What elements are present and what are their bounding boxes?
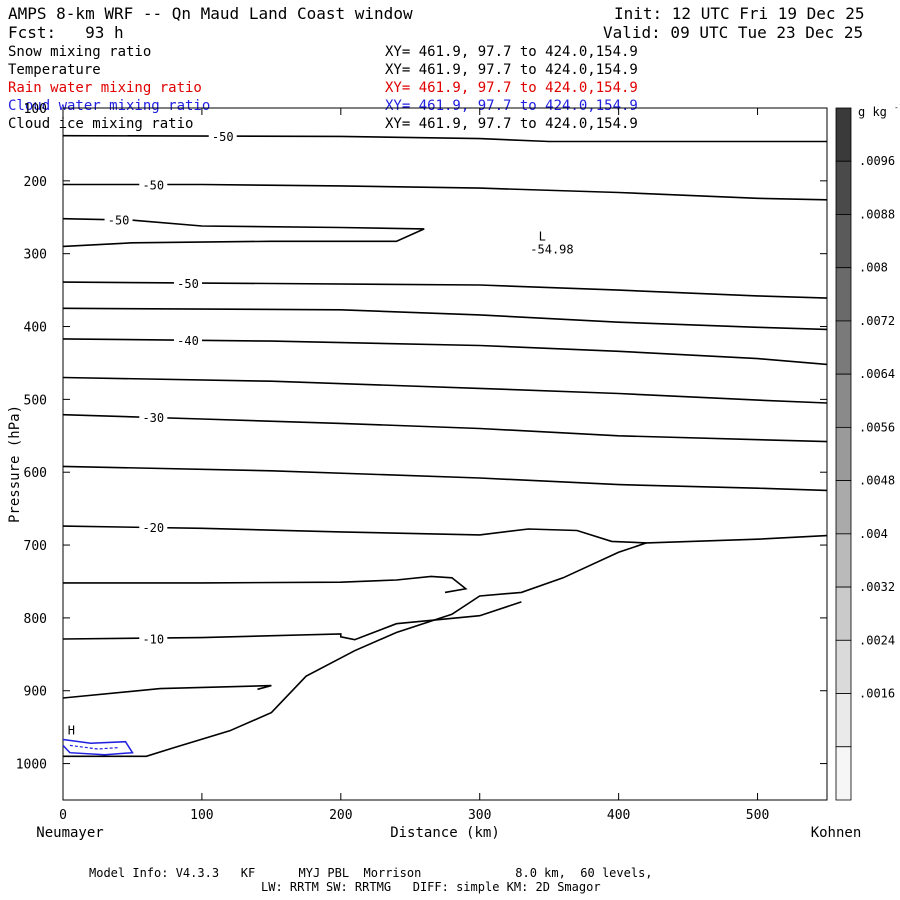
field-xy: XY= 461.9, 97.7 to 424.0,154.9 <box>385 62 638 78</box>
isotherm-label-bg <box>174 333 203 348</box>
isotherm-label: -10 <box>142 632 164 646</box>
isotherm-label: -40 <box>177 334 199 348</box>
valid-time: Valid: 09 UTC Tue 23 Dec 25 <box>603 23 864 42</box>
isotherm-line <box>62 601 522 641</box>
y-tick-label: 700 <box>24 539 47 554</box>
isotherm-line <box>63 183 828 201</box>
colorbar-label: .0016 <box>859 687 895 701</box>
colorbar-swatch <box>835 320 852 375</box>
colorbar-label: .0048 <box>859 474 895 488</box>
isotherm-line <box>62 281 828 299</box>
isotherm-label-bg <box>208 129 237 144</box>
field-name: Rain water mixing ratio <box>8 80 202 96</box>
y-tick-label: 1000 <box>16 758 47 773</box>
colorbar-label: .0056 <box>859 420 895 434</box>
field-xy: XY= 461.9, 97.7 to 424.0,154.9 <box>385 80 638 96</box>
colorbar-unit-exp: -1 <box>894 103 900 112</box>
colorbar-label: .0032 <box>859 580 895 594</box>
isotherm-label: -50 <box>108 213 130 227</box>
x-tick-label: 200 <box>329 808 352 823</box>
x-tick-label: 0 <box>59 808 67 823</box>
isotherm-label-bg <box>104 212 133 227</box>
field-name: Snow mixing ratio <box>8 44 152 60</box>
y-tick-label: 500 <box>24 393 47 408</box>
chart-annotation: L <box>539 230 546 244</box>
chart-annotation: -54.98 <box>530 243 573 257</box>
chart-annotation: H <box>68 723 75 737</box>
field-name: Cloud ice mixing ratio <box>8 116 194 132</box>
colorbar-swatch <box>835 586 852 641</box>
isotherm-line <box>62 684 272 699</box>
cloud-water-contour-inner <box>69 744 119 750</box>
colorbar-label: .0064 <box>859 367 895 381</box>
x-tick-label: 400 <box>607 808 630 823</box>
colorbar-label: .0072 <box>859 314 895 328</box>
colorbar-swatch <box>835 214 852 269</box>
isotherm-label-bg <box>139 631 168 646</box>
isotherm-line <box>62 413 828 443</box>
colorbar-swatch <box>835 160 852 215</box>
isotherm-line <box>63 575 468 594</box>
cloud-water-contour <box>62 738 134 756</box>
x-tick-label: 100 <box>190 808 213 823</box>
isotherm-label-bg <box>174 275 203 290</box>
isotherm-label-bg <box>139 409 168 424</box>
colorbar-swatch <box>835 373 852 428</box>
colorbar-swatch <box>835 746 852 801</box>
isotherm-label-bg <box>139 520 168 535</box>
y-tick-label: 200 <box>24 175 47 190</box>
forecast-hour: Fcst: 93 h <box>8 23 124 42</box>
y-tick-label: 300 <box>24 248 47 263</box>
left-end-label: Neumayer <box>36 825 103 841</box>
field-name: Cloud water mixing ratio <box>8 98 211 114</box>
colorbar-label: .0024 <box>859 633 895 647</box>
field-xy: XY= 461.9, 97.7 to 424.0,154.9 <box>385 44 638 60</box>
colorbar-label: .008 <box>859 261 888 275</box>
field-name: Temperature <box>8 62 101 78</box>
colorbar-label: .0096 <box>859 154 895 168</box>
y-axis-label: Pressure (hPa) <box>7 405 23 523</box>
y-tick-label: 100 <box>24 102 47 117</box>
isotherm-label: -50 <box>142 178 164 192</box>
isotherm-label: -30 <box>142 411 164 425</box>
isotherm-line <box>62 338 828 366</box>
isotherm-label: -50 <box>177 277 199 291</box>
isotherm-line <box>62 134 827 143</box>
model-info: Model Info: V4.3.3 KF MYJ PBL Morrison 8… <box>89 866 653 880</box>
isotherm-line <box>62 376 828 404</box>
field-xy: XY= 461.9, 97.7 to 424.0,154.9 <box>385 116 638 132</box>
y-tick-label: 800 <box>24 612 47 627</box>
colorbar-swatch <box>835 533 852 588</box>
x-tick-label: 300 <box>468 808 491 823</box>
colorbar-swatch <box>835 107 852 162</box>
field-xy: XY= 461.9, 97.7 to 424.0,154.9 <box>385 98 638 114</box>
colorbar-swatch <box>835 693 852 748</box>
x-axis-label: Distance (km) <box>390 825 500 841</box>
terrain-line <box>63 542 647 758</box>
colorbar-swatch <box>835 480 852 535</box>
y-tick-label: 600 <box>24 466 47 481</box>
isotherm-label: -50 <box>212 130 234 144</box>
isotherm-label: -20 <box>142 521 164 535</box>
isotherm-line <box>62 307 828 331</box>
colorbar-label: .004 <box>859 527 888 541</box>
plot-frame <box>62 107 828 801</box>
y-tick-label: 900 <box>24 685 47 700</box>
colorbar-swatch <box>835 267 852 322</box>
isotherm-line <box>62 525 828 544</box>
colorbar-swatch <box>835 426 852 482</box>
isotherm-line <box>62 465 828 492</box>
isotherm-line <box>62 217 425 248</box>
colorbar-swatch <box>835 639 852 694</box>
chart-title: AMPS 8-km WRF -- Qn Maud Land Coast wind… <box>8 4 413 23</box>
right-end-label: Kohnen <box>811 825 862 841</box>
init-time: Init: 12 UTC Fri 19 Dec 25 <box>614 4 865 23</box>
y-tick-label: 400 <box>24 321 47 336</box>
x-tick-label: 500 <box>746 808 769 823</box>
colorbar-label: .0088 <box>859 207 895 221</box>
physics-info: LW: RRTM SW: RRTMG DIFF: simple KM: 2D S… <box>261 880 601 894</box>
isotherm-label-bg <box>139 177 168 192</box>
colorbar-unit: g kg <box>858 105 887 119</box>
